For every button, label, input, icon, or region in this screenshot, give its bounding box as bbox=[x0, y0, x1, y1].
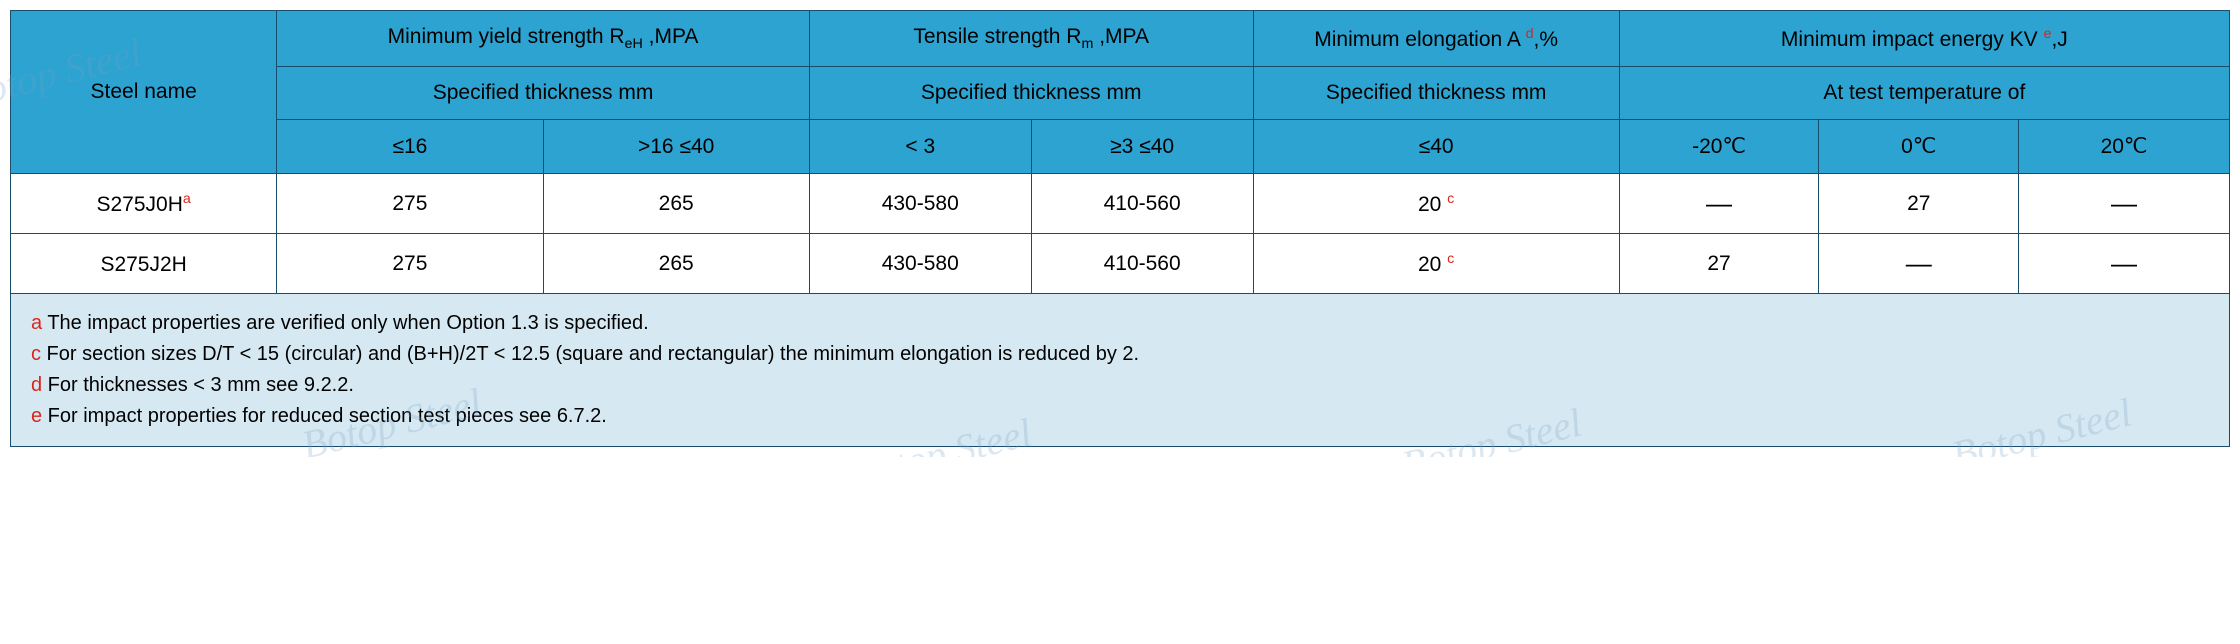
col-impact: Minimum impact energy KV e,J bbox=[1619, 11, 2229, 67]
elong-subhead: Specified thickness mm bbox=[1253, 67, 1619, 120]
steel-name-cell: S275J0Ha bbox=[11, 174, 277, 234]
note-text: For section sizes D/T < 15 (circular) an… bbox=[41, 343, 1139, 365]
tensile-0: 430-580 bbox=[809, 234, 1031, 294]
impact-1: — bbox=[1819, 234, 2019, 294]
note-key: e bbox=[31, 405, 42, 427]
col-tensile: Tensile strength Rm ,MPA bbox=[809, 11, 1253, 67]
impact-0: — bbox=[1619, 174, 1819, 234]
tensile-sub: m bbox=[1081, 36, 1093, 52]
note-key: c bbox=[31, 343, 41, 365]
steel-name-cell: S275J2H bbox=[11, 234, 277, 294]
impact-title-post: ,J bbox=[2051, 28, 2067, 51]
impact-col-1: 0℃ bbox=[1819, 120, 2019, 174]
yield-title-post: ,MPA bbox=[643, 25, 699, 48]
table-row: S275J2H 275 265 430-580 410-560 20 c 27 … bbox=[11, 234, 2230, 294]
impact-col-0: -20℃ bbox=[1619, 120, 1819, 174]
table-row: S275J0Ha 275 265 430-580 410-560 20 c — … bbox=[11, 174, 2230, 234]
col-yield: Minimum yield strength ReH ,MPA bbox=[277, 11, 810, 67]
steel-name: S275J2H bbox=[100, 253, 186, 276]
col-steel-name: Steel name bbox=[11, 11, 277, 174]
note-text: The impact properties are verified only … bbox=[42, 312, 649, 334]
yield-0: 275 bbox=[277, 234, 543, 294]
elong-sup: c bbox=[1447, 251, 1454, 267]
impact-subhead: At test temperature of bbox=[1619, 67, 2229, 120]
yield-0: 275 bbox=[277, 174, 543, 234]
note-line: d For thicknesses < 3 mm see 9.2.2. bbox=[31, 370, 2209, 401]
header-row-2: Specified thickness mm Specified thickne… bbox=[11, 67, 2230, 120]
note-line: a The impact properties are verified onl… bbox=[31, 308, 2209, 339]
elong-cell: 20 c bbox=[1253, 174, 1619, 234]
impact-title-pre: Minimum impact energy KV bbox=[1781, 28, 2044, 51]
tensile-col-1: ≥3 ≤40 bbox=[1031, 120, 1253, 174]
note-line: c For section sizes D/T < 15 (circular) … bbox=[31, 339, 2209, 370]
col-elong: Minimum elongation A d,% bbox=[1253, 11, 1619, 67]
elong-col-0: ≤40 bbox=[1253, 120, 1619, 174]
elong-sup: c bbox=[1447, 191, 1454, 207]
yield-1: 265 bbox=[543, 174, 809, 234]
yield-1: 265 bbox=[543, 234, 809, 294]
elong-cell: 20 c bbox=[1253, 234, 1619, 294]
yield-col-1: >16 ≤40 bbox=[543, 120, 809, 174]
yield-sub: eH bbox=[625, 36, 643, 52]
elong-title-pre: Minimum elongation A bbox=[1314, 28, 1525, 51]
impact-2: — bbox=[2019, 174, 2230, 234]
notes-cell: a The impact properties are verified onl… bbox=[11, 294, 2230, 447]
tensile-title-pre: Tensile strength R bbox=[913, 25, 1081, 48]
elong-val: 20 bbox=[1418, 193, 1441, 216]
note-text: For impact properties for reduced sectio… bbox=[42, 405, 607, 427]
note-key: d bbox=[31, 374, 42, 396]
notes-row: a The impact properties are verified onl… bbox=[11, 294, 2230, 447]
elong-val: 20 bbox=[1418, 253, 1441, 276]
yield-title-pre: Minimum yield strength R bbox=[388, 25, 625, 48]
steel-spec-table: Steel name Minimum yield strength ReH ,M… bbox=[10, 10, 2230, 447]
impact-0: 27 bbox=[1619, 234, 1819, 294]
tensile-col-0: < 3 bbox=[809, 120, 1031, 174]
steel-name-sup: a bbox=[183, 191, 191, 207]
impact-2: — bbox=[2019, 234, 2230, 294]
impact-col-2: 20℃ bbox=[2019, 120, 2230, 174]
tensile-1: 410-560 bbox=[1031, 174, 1253, 234]
elong-sup: d bbox=[1526, 26, 1534, 42]
note-line: e For impact properties for reduced sect… bbox=[31, 401, 2209, 432]
tensile-subhead: Specified thickness mm bbox=[809, 67, 1253, 120]
elong-title-post: ,% bbox=[1534, 28, 1559, 51]
note-text: For thicknesses < 3 mm see 9.2.2. bbox=[42, 374, 354, 396]
impact-1: 27 bbox=[1819, 174, 2019, 234]
tensile-title-post: ,MPA bbox=[1093, 25, 1149, 48]
header-row-3: ≤16 >16 ≤40 < 3 ≥3 ≤40 ≤40 -20℃ 0℃ 20℃ bbox=[11, 120, 2230, 174]
tensile-1: 410-560 bbox=[1031, 234, 1253, 294]
yield-subhead: Specified thickness mm bbox=[277, 67, 810, 120]
header-row-1: Steel name Minimum yield strength ReH ,M… bbox=[11, 11, 2230, 67]
steel-name: S275J0H bbox=[96, 193, 182, 216]
tensile-0: 430-580 bbox=[809, 174, 1031, 234]
note-key: a bbox=[31, 312, 42, 334]
yield-col-0: ≤16 bbox=[277, 120, 543, 174]
